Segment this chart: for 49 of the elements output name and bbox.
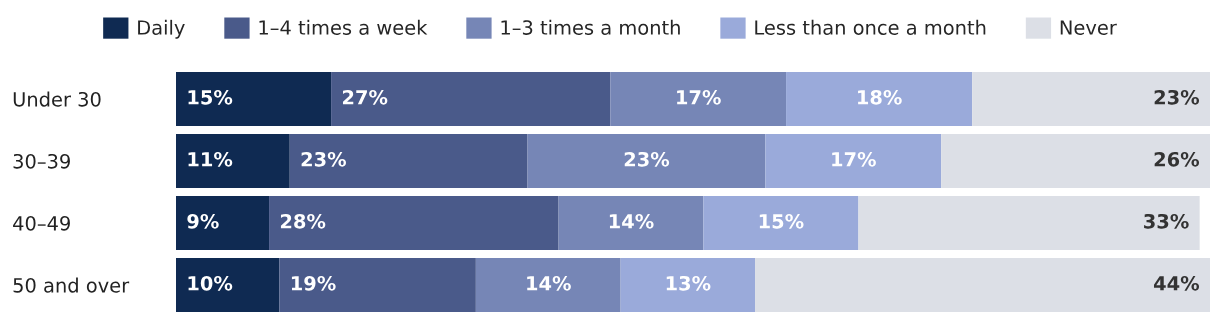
- bar: [176, 258, 280, 312]
- data-label: 17%: [832, 151, 876, 167]
- data-label: 23%: [624, 151, 670, 167]
- data-label: 33%: [1144, 213, 1189, 229]
- bar: [786, 72, 973, 126]
- bar: [972, 72, 1210, 126]
- bar: [527, 134, 766, 188]
- data-label: 26%: [1154, 151, 1200, 167]
- bar: [475, 258, 621, 312]
- bar: [279, 258, 476, 312]
- bar: [289, 134, 528, 188]
- data-label: 44%: [1153, 275, 1200, 291]
- bar: [620, 258, 756, 312]
- data-label: 28%: [280, 213, 326, 229]
- data-label: 13%: [666, 275, 711, 291]
- data-label: 23%: [1154, 89, 1200, 105]
- data-label: 9%: [187, 213, 219, 229]
- data-label: 11%: [188, 151, 233, 167]
- bar: [331, 72, 611, 126]
- data-label: 14%: [527, 275, 571, 291]
- y-tick-label: 40–49: [13, 215, 70, 231]
- bar: [176, 134, 290, 188]
- data-label: 17%: [677, 89, 721, 105]
- bar: [558, 196, 704, 250]
- bar: [176, 196, 270, 250]
- bar: [610, 72, 787, 126]
- data-label: 27%: [342, 89, 388, 105]
- bar: [269, 196, 559, 250]
- y-tick-label: Under 30: [13, 91, 101, 107]
- bar: [755, 258, 1210, 312]
- data-label: 19%: [291, 275, 336, 291]
- legend-label: Less than once a month: [755, 19, 986, 35]
- y-tick-label: 50 and over: [13, 277, 130, 293]
- data-label: 18%: [858, 89, 902, 105]
- bar: [941, 134, 1210, 188]
- bar: [176, 72, 332, 126]
- legend-label: 1–4 times a week: [259, 19, 428, 35]
- data-label: 14%: [609, 213, 654, 229]
- data-label: 15%: [759, 213, 804, 229]
- data-label: 15%: [188, 89, 233, 105]
- data-label: 10%: [188, 275, 233, 291]
- y-tick-label: 30–39: [13, 153, 70, 169]
- legend-label: Never: [1060, 20, 1117, 35]
- legend-label: 1–3 times a month: [501, 19, 680, 35]
- legend-label: Daily: [138, 19, 185, 39]
- bar: [765, 134, 942, 188]
- data-label: 23%: [301, 151, 346, 167]
- bar: [858, 196, 1200, 250]
- bar: [703, 196, 859, 250]
